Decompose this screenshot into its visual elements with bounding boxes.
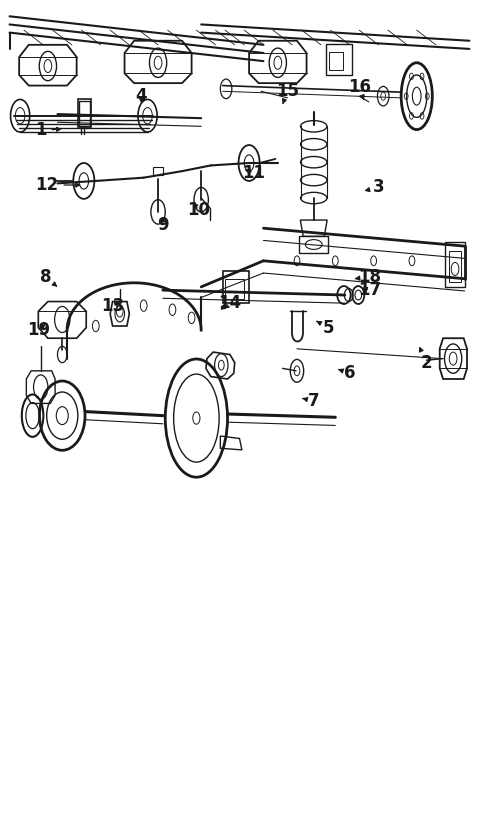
Text: 13: 13 bbox=[101, 297, 124, 315]
Text: 2: 2 bbox=[420, 347, 432, 372]
Text: 17: 17 bbox=[358, 281, 381, 299]
Text: 12: 12 bbox=[35, 176, 80, 194]
Text: 1: 1 bbox=[35, 121, 60, 139]
Text: 11: 11 bbox=[242, 164, 265, 182]
Text: 4: 4 bbox=[136, 87, 147, 105]
Text: 14: 14 bbox=[218, 294, 241, 312]
Text: 19: 19 bbox=[27, 321, 50, 339]
Text: 7: 7 bbox=[302, 392, 319, 410]
Text: 15: 15 bbox=[276, 82, 299, 104]
Text: 3: 3 bbox=[365, 178, 384, 196]
Text: 18: 18 bbox=[355, 268, 381, 286]
Text: 8: 8 bbox=[40, 268, 57, 286]
Text: 9: 9 bbox=[157, 216, 169, 234]
Text: 16: 16 bbox=[348, 78, 371, 99]
FancyBboxPatch shape bbox=[79, 101, 90, 126]
Text: 10: 10 bbox=[187, 201, 210, 219]
Text: 6: 6 bbox=[339, 364, 355, 382]
Text: 5: 5 bbox=[317, 319, 334, 337]
